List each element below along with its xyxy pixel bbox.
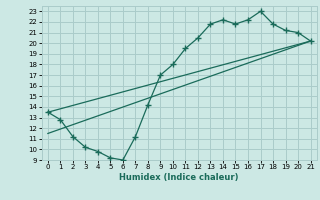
X-axis label: Humidex (Indice chaleur): Humidex (Indice chaleur): [119, 173, 239, 182]
